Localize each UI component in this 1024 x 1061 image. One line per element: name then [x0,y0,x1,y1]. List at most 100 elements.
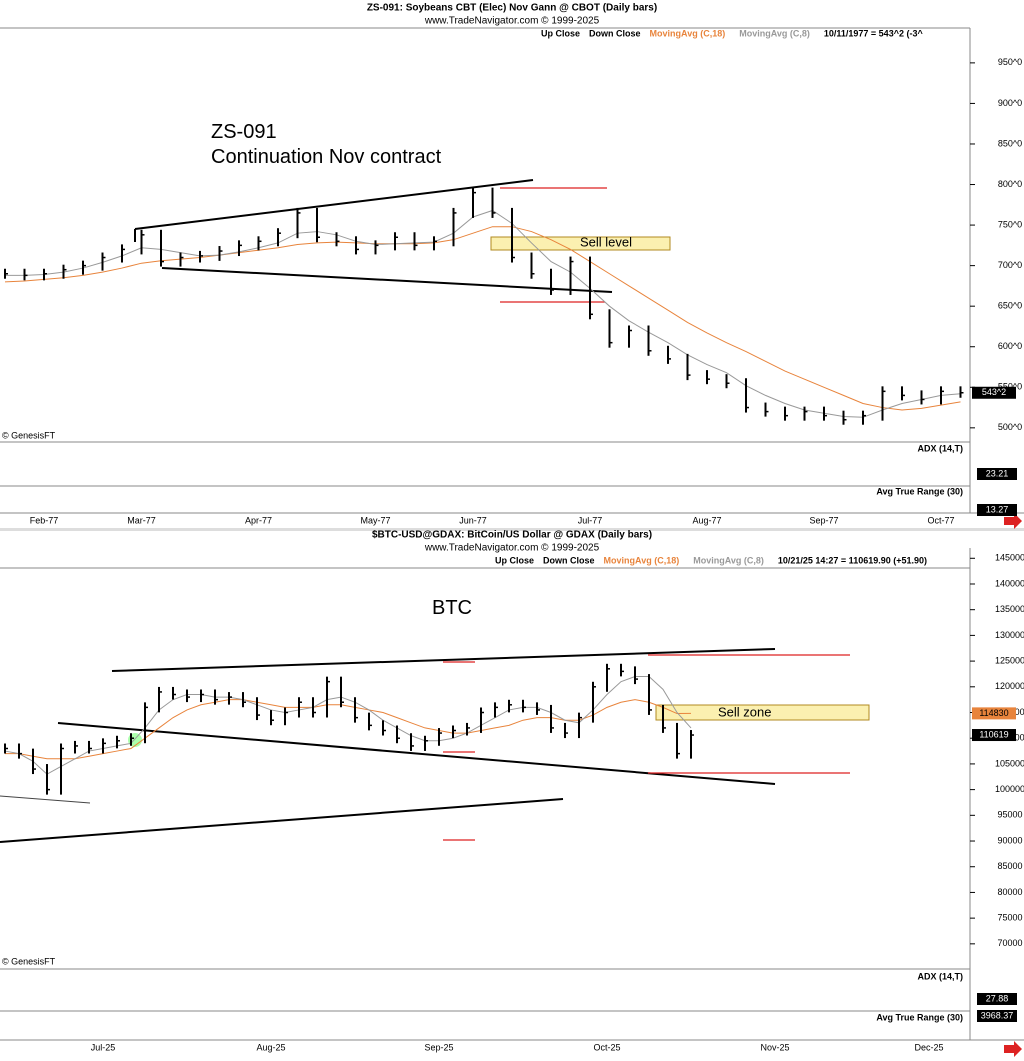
price-bar [901,386,905,401]
price-bar [23,268,28,281]
price-bar [881,386,886,421]
y-tick-label: 85000 [997,861,1022,871]
price-bar [179,252,184,267]
copyright: © GenesisFT [2,956,56,966]
price-bar [511,207,515,263]
trend-line [134,179,534,230]
x-tick-label: May-77 [360,515,390,525]
price-bar [686,353,691,381]
indicator-name: ADX (14,T) [917,971,963,981]
price-bar [354,697,358,723]
price-bar [920,390,925,405]
legend-item: MovingAvg (C,8) [739,28,810,38]
price-bar [823,406,827,421]
price-bar [140,229,145,255]
legend-item: MovingAvg (C,18) [604,555,680,565]
indicator-flag [977,468,1017,480]
price-bar [494,702,498,718]
price-bar [18,743,22,759]
trend-line [57,722,776,785]
price-flag [972,729,1016,742]
annotation: Sell level [580,234,632,249]
price-bar [46,764,50,795]
price-bar [466,722,470,736]
y-tick-label: 145000 [995,553,1024,563]
price-bar [940,386,944,405]
price-bar [200,689,204,703]
moving-average [5,209,961,418]
price-bar [326,676,330,718]
price-bar [634,666,638,685]
price-bar [355,236,359,255]
price-bar [277,228,281,247]
trend-line [161,267,613,293]
price-bar [316,207,320,243]
x-tick-label: Oct-25 [593,1042,620,1052]
price-bar [959,386,964,398]
price-bar [298,697,302,718]
x-tick-label: Dec-25 [914,1042,943,1052]
price-bar [578,712,582,739]
price-bar [4,743,8,754]
y-tick-label: 550^0 [998,382,1022,392]
y-tick-label: 130000 [995,630,1024,640]
annotation: Sell zone [718,704,771,719]
x-tick-label: Feb-77 [30,515,59,525]
legend-item: MovingAvg (C,18) [650,28,726,38]
price-bar [480,707,484,733]
price-bar [368,712,372,731]
price-bar [690,730,694,759]
price-bar [608,309,613,348]
moving-average [4,676,692,775]
price-flag-label: 110619 [979,729,1008,739]
price-bar [536,702,540,715]
price-bar [491,187,496,218]
price-bar [4,268,8,279]
trend-line [0,795,91,804]
divider [0,528,1024,531]
copyright: © GenesisFT [2,430,56,440]
y-tick-label: 120000 [995,681,1024,691]
price-bar [88,740,92,754]
price-bar [662,704,666,733]
price-bar [676,722,680,759]
price-bar [121,244,125,263]
price-bar [242,692,246,708]
y-tick-label: 700^0 [998,260,1022,270]
price-bar [648,674,652,715]
legend-item: Up Close [541,28,580,38]
price-bar [238,240,242,257]
price-bar [374,240,379,255]
status: 10/21/25 14:27 = 110619.90 (+51.90) [778,555,927,565]
scroll-arrow[interactable] [1004,1041,1022,1057]
y-tick-label: 800^0 [998,179,1022,189]
price-bar [340,676,344,708]
price-bar [764,402,769,417]
price-bar [628,325,632,348]
y-tick-label: 80000 [997,887,1022,897]
price-bar [296,207,301,239]
y-tick-label: 650^0 [998,301,1022,311]
y-tick-label: 600^0 [998,341,1022,351]
chart-title: $BTC-USD@GDAX: BitCoin/US Dollar @ GDAX … [372,530,652,541]
price-bar [160,229,164,267]
price-bar [144,702,148,744]
scroll-arrow[interactable] [1004,513,1022,529]
y-tick-label: 95000 [997,810,1022,820]
price-bar [335,232,340,247]
indicator-value: 27.88 [986,993,1009,1003]
indicator-value: 3968.37 [981,1010,1014,1020]
x-tick-label: Jun-77 [459,515,487,525]
price-bar [647,325,652,356]
indicator-value: 23.21 [986,468,1009,478]
price-bar [564,722,568,739]
price-bar [725,374,730,389]
price-bar [172,686,176,700]
price-bar [530,252,535,279]
price-bar [256,697,260,721]
y-tick-label: 75000 [997,913,1022,923]
y-tick-label: 500^0 [998,422,1022,432]
indicator-flag [977,993,1017,1005]
x-tick-label: Aug-25 [256,1042,285,1052]
